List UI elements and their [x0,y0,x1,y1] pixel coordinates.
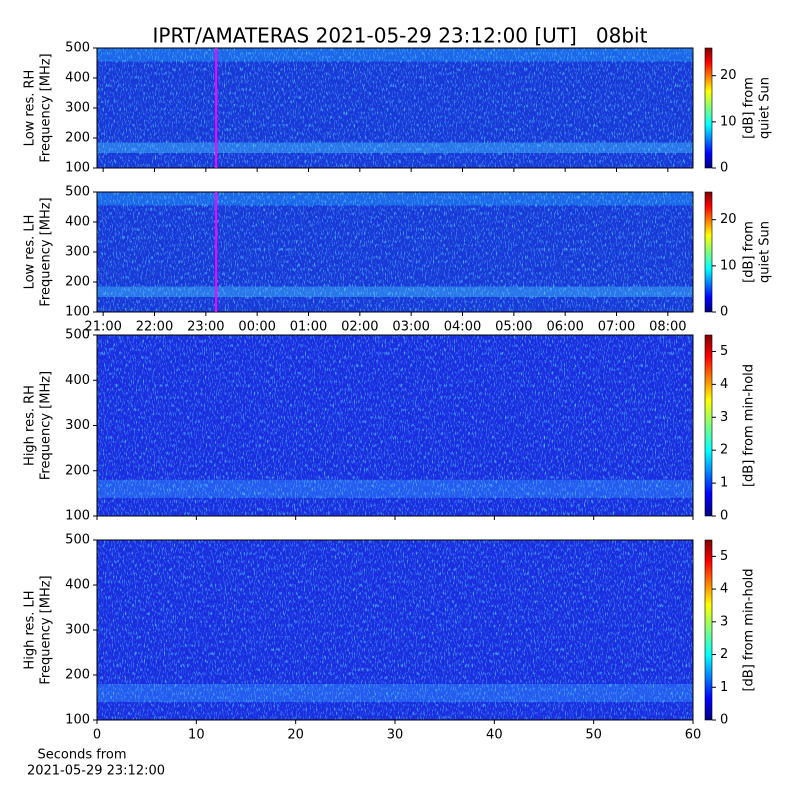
colorbar-tick-label: 4 [720,377,728,392]
colorbar-tick-label: 3 [720,410,728,425]
y-tick-label: 300 [65,101,90,116]
x-tick-label: 30 [387,728,404,743]
x-tick-label: 06:00 [546,320,583,335]
x-axis-label: 2021-05-29 23:12:00 [27,764,165,779]
x-tick-label: 21:00 [84,320,121,335]
colorbar-label: quiet Sun [758,221,773,283]
x-tick-label: 04:00 [444,320,481,335]
y-tick-label: 200 [65,463,90,478]
colorbar-tick-label: 0 [720,509,728,524]
x-tick-label: 00:00 [238,320,275,335]
colorbar-tick-label: 0 [720,713,728,728]
y-tick-label: 400 [65,578,90,593]
colorbar-label: [dB] from [742,221,757,283]
y-tick-label: 200 [65,668,90,683]
y-tick-label: 300 [65,418,90,433]
y-tick-label: 100 [65,161,90,176]
y-axis-label: Low res. LH [23,215,38,290]
colorbar-tick-label: 5 [720,549,728,564]
y-tick-label: 300 [65,623,90,638]
colorbar-tick-label: 2 [720,443,728,458]
y-tick-label: 400 [65,373,90,388]
colorbar-tick-label: 10 [720,114,737,129]
colorbar-tick-label: 2 [720,647,728,662]
colorbar [704,334,713,517]
y-tick-label: 500 [65,328,90,343]
x-tick-label: 03:00 [392,320,429,335]
y-axis-label: Frequency [MHz] [39,575,54,684]
y-tick-label: 500 [65,41,90,56]
spectrogram-texture [97,48,693,168]
y-axis-label: Frequency [MHz] [39,53,54,162]
chart-title: IPRT/AMATERAS 2021-05-29 23:12:00 [UT] 0… [153,24,648,48]
y-tick-label: 100 [65,713,90,728]
x-tick-label: 08:00 [649,320,686,335]
spectrogram-texture [97,540,693,720]
colorbar-tick-label: 3 [720,614,728,629]
colorbar-tick-label: 0 [720,161,728,176]
colorbar-tick-label: 20 [720,68,737,83]
x-tick-label: 10 [188,728,205,743]
x-tick-label: 23:00 [187,320,224,335]
y-axis-label: Frequency [MHz] [39,197,54,306]
x-tick-label: 40 [486,728,503,743]
colorbar-tick-label: 20 [720,212,737,227]
x-tick-label: 0 [93,728,101,743]
y-tick-label: 400 [65,215,90,230]
y-axis-label: Frequency [MHz] [39,371,54,480]
colorbar-tick-label: 5 [720,344,728,359]
x-tick-label: 02:00 [341,320,378,335]
y-axis-label: High res. RH [23,385,38,466]
colorbar-tick-label: 1 [720,680,728,695]
colorbar-tick-label: 0 [720,305,728,320]
y-axis-label: Low res. RH [23,70,38,147]
x-tick-label: 60 [685,728,702,743]
y-tick-label: 400 [65,71,90,86]
y-tick-label: 100 [65,509,90,524]
y-tick-label: 100 [65,305,90,320]
x-axis-label: Seconds from [37,748,126,763]
colorbar [704,191,713,313]
spectrogram-texture [97,192,693,312]
y-axis-label: High res. LH [23,590,38,669]
colorbar [704,47,713,169]
x-tick-label: 07:00 [598,320,635,335]
colorbar-label: [dB] from min-hold [742,364,757,487]
y-tick-label: 200 [65,275,90,290]
colorbar-label: quiet Sun [758,77,773,139]
y-tick-label: 300 [65,245,90,260]
colorbar [704,539,713,721]
colorbar-label: [dB] from min-hold [742,568,757,691]
colorbar-tick-label: 4 [720,582,728,597]
y-tick-label: 500 [65,185,90,200]
y-tick-label: 200 [65,131,90,146]
colorbar-label: [dB] from [742,77,757,139]
y-tick-label: 500 [65,533,90,548]
colorbar-tick-label: 1 [720,476,728,491]
x-tick-label: 05:00 [495,320,532,335]
x-tick-label: 22:00 [136,320,173,335]
spectrogram-texture [97,335,693,516]
colorbar-tick-label: 10 [720,258,737,273]
x-tick-label: 50 [585,728,602,743]
x-tick-label: 20 [287,728,304,743]
x-tick-label: 01:00 [290,320,327,335]
